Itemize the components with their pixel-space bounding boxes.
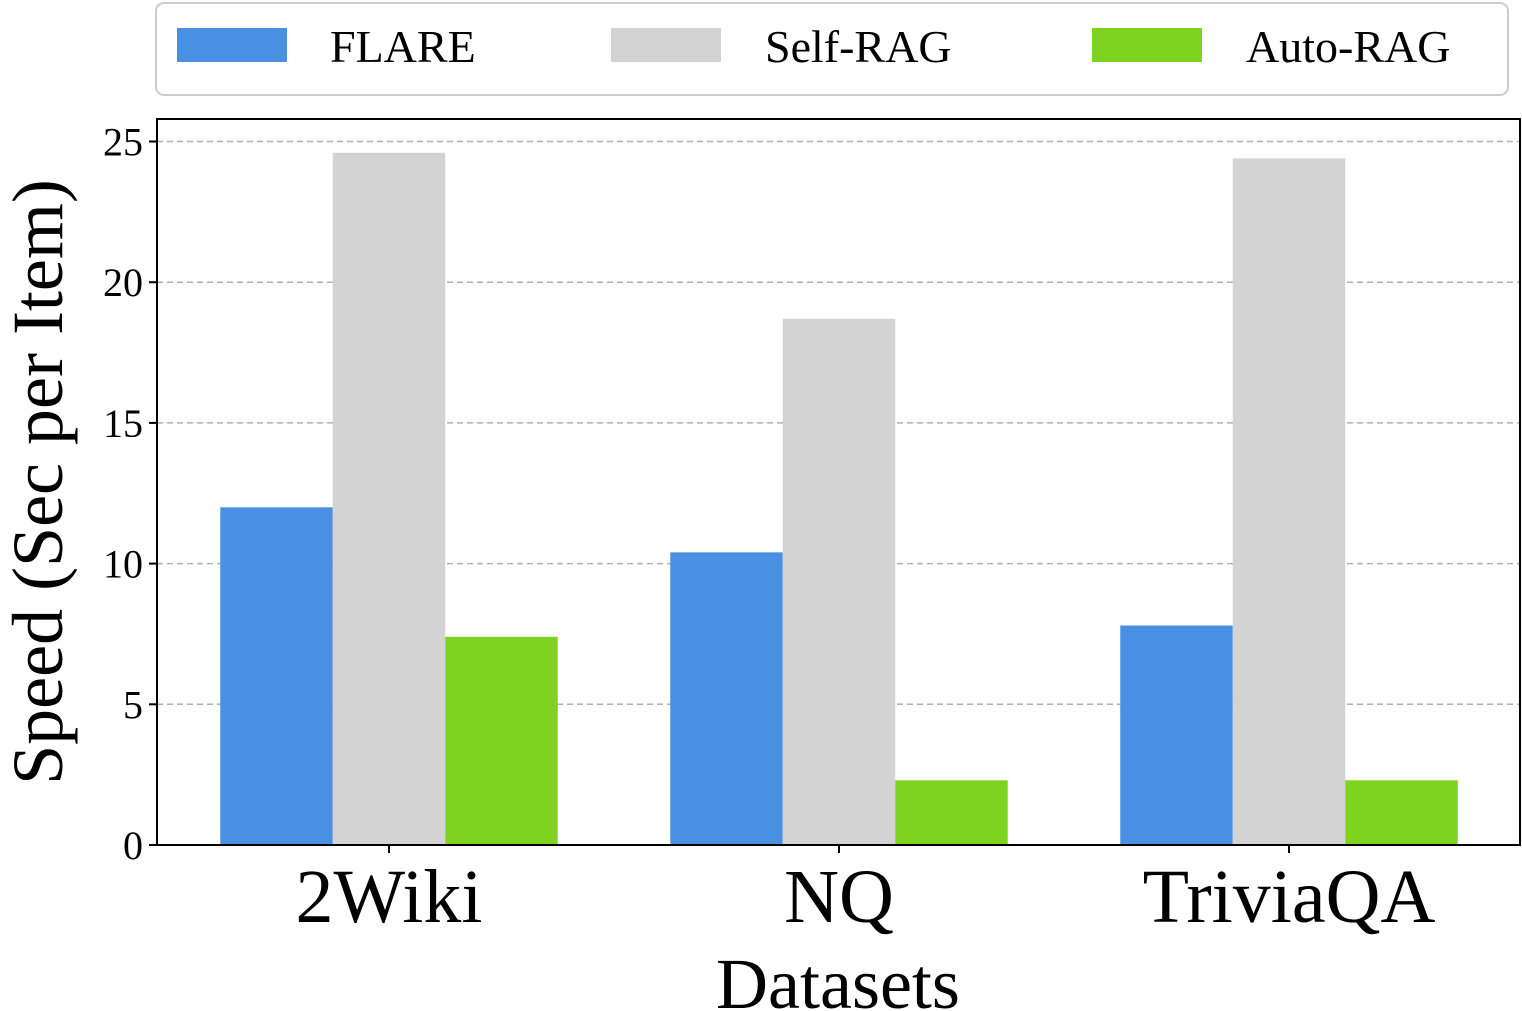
legend-swatch	[611, 28, 721, 62]
bar-flare-2wiki	[220, 507, 333, 845]
legend-frame	[155, 2, 1509, 96]
legend-label: Self-RAG	[765, 21, 952, 72]
x-tick-label: TriviaQA	[1143, 855, 1436, 939]
x-axis-ticks: 2Wiki NQ TriviaQA	[296, 845, 1436, 939]
bar-flare-triviaqa	[1120, 625, 1233, 845]
y-axis-ticks: 0 5 10 15 20 25	[103, 120, 157, 868]
x-tick-label: 2Wiki	[296, 855, 483, 939]
x-axis-title: Datasets	[716, 944, 960, 1011]
x-tick-label: NQ	[784, 855, 894, 939]
y-tick-label: 10	[103, 542, 143, 587]
bar-auto-rag-triviaqa	[1345, 780, 1458, 845]
legend-label: FLARE	[330, 21, 476, 72]
y-tick-label: 15	[103, 401, 143, 446]
bar-self-rag-nq	[782, 318, 896, 845]
bar-auto-rag-nq	[895, 780, 1008, 845]
y-tick-label: 25	[103, 120, 143, 165]
legend: FLARE Self-RAG Auto-RAG	[177, 21, 1450, 72]
bar-self-rag-2wiki	[332, 152, 446, 845]
legend-label: Auto-RAG	[1246, 21, 1450, 72]
y-axis-title: Speed (Sec per Item)	[0, 179, 78, 785]
legend-swatch	[1092, 28, 1202, 62]
legend-swatch	[177, 28, 287, 62]
y-tick-label: 20	[103, 260, 143, 305]
bar-self-rag-triviaqa	[1232, 158, 1346, 845]
y-tick-label: 0	[123, 823, 143, 868]
bars	[220, 152, 1458, 845]
bar-flare-nq	[670, 552, 783, 845]
bar-auto-rag-2wiki	[445, 636, 558, 845]
y-tick-label: 5	[123, 682, 143, 727]
